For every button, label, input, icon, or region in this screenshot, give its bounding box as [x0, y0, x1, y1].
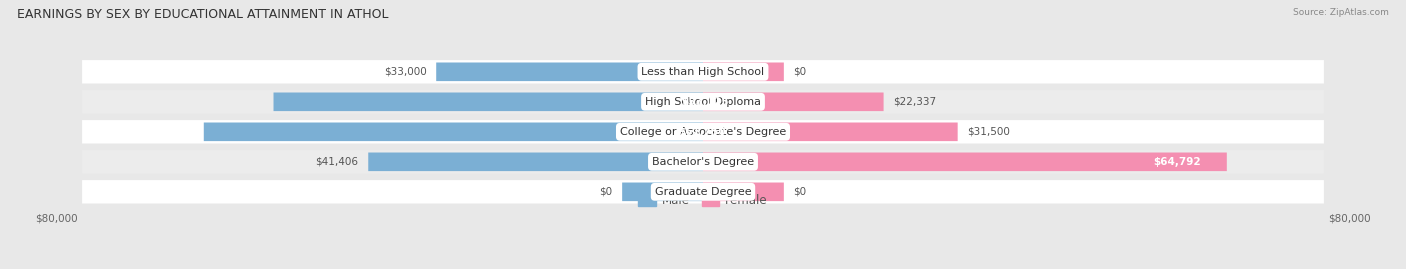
Legend: Male, Female: Male, Female	[634, 189, 772, 212]
Text: $64,792: $64,792	[1153, 157, 1201, 167]
Text: Bachelor's Degree: Bachelor's Degree	[652, 157, 754, 167]
FancyBboxPatch shape	[703, 122, 957, 141]
FancyBboxPatch shape	[436, 62, 703, 81]
FancyBboxPatch shape	[204, 122, 703, 141]
Text: EARNINGS BY SEX BY EDUCATIONAL ATTAINMENT IN ATHOL: EARNINGS BY SEX BY EDUCATIONAL ATTAINMEN…	[17, 8, 388, 21]
FancyBboxPatch shape	[368, 153, 703, 171]
FancyBboxPatch shape	[703, 93, 883, 111]
Text: Less than High School: Less than High School	[641, 67, 765, 77]
Text: $61,750: $61,750	[678, 127, 725, 137]
Text: High School Diploma: High School Diploma	[645, 97, 761, 107]
Text: $0: $0	[793, 187, 807, 197]
FancyBboxPatch shape	[82, 120, 1324, 144]
FancyBboxPatch shape	[82, 60, 1324, 83]
Text: $41,406: $41,406	[315, 157, 359, 167]
Text: $31,500: $31,500	[967, 127, 1011, 137]
Text: $22,337: $22,337	[893, 97, 936, 107]
FancyBboxPatch shape	[82, 90, 1324, 114]
FancyBboxPatch shape	[621, 182, 703, 201]
Text: Source: ZipAtlas.com: Source: ZipAtlas.com	[1294, 8, 1389, 17]
FancyBboxPatch shape	[703, 153, 1227, 171]
Text: $0: $0	[793, 67, 807, 77]
Text: $53,125: $53,125	[682, 97, 730, 107]
FancyBboxPatch shape	[82, 150, 1324, 174]
FancyBboxPatch shape	[703, 182, 785, 201]
Text: College or Associate's Degree: College or Associate's Degree	[620, 127, 786, 137]
Text: $0: $0	[599, 187, 613, 197]
Text: Graduate Degree: Graduate Degree	[655, 187, 751, 197]
FancyBboxPatch shape	[703, 62, 785, 81]
FancyBboxPatch shape	[82, 180, 1324, 204]
Text: $33,000: $33,000	[384, 67, 426, 77]
FancyBboxPatch shape	[274, 93, 703, 111]
